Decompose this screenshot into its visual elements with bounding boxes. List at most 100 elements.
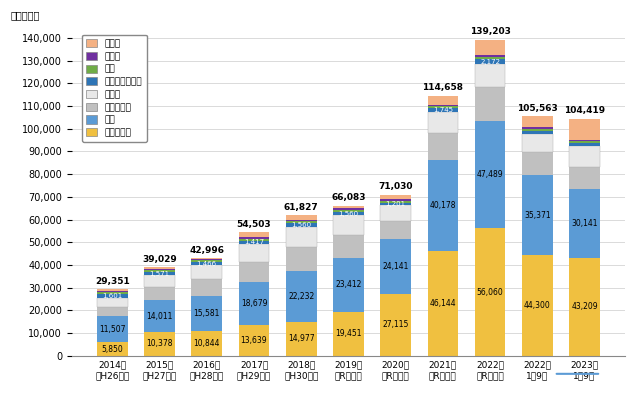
Bar <box>428 251 458 356</box>
Bar <box>286 220 317 221</box>
Text: 1,571: 1,571 <box>150 270 170 276</box>
Bar <box>97 316 128 343</box>
Bar <box>475 87 506 121</box>
Bar <box>239 262 269 283</box>
Bar <box>191 296 222 331</box>
Bar <box>428 96 458 105</box>
Bar <box>144 275 175 287</box>
Text: 1,560: 1,560 <box>291 222 311 228</box>
Bar <box>333 208 364 210</box>
Text: 1,417: 1,417 <box>244 239 264 245</box>
Bar <box>522 127 552 129</box>
Bar <box>191 259 222 260</box>
Bar <box>239 237 269 239</box>
Bar <box>286 271 317 322</box>
Y-axis label: （百万円）: （百万円） <box>10 10 40 20</box>
Bar <box>569 140 600 141</box>
Bar <box>239 239 269 241</box>
Text: 40,178: 40,178 <box>429 201 456 210</box>
Legend: その他, ワイン, 焼酎, ジン・ウォッカ, ビール, リキュール, 清酒, ウイスキー: その他, ワイン, 焼酎, ジン・ウォッカ, ビール, リキュール, 清酒, ウ… <box>82 35 147 142</box>
Bar <box>569 119 600 140</box>
Bar <box>475 57 506 59</box>
Text: 14,011: 14,011 <box>147 312 173 321</box>
Text: 14,977: 14,977 <box>288 334 314 343</box>
Text: 56,060: 56,060 <box>477 288 504 297</box>
Bar <box>97 294 128 298</box>
Bar <box>475 121 506 229</box>
Text: 104,419: 104,419 <box>564 106 605 115</box>
Bar <box>144 269 175 270</box>
Bar <box>97 298 128 307</box>
Text: 1,201: 1,201 <box>385 201 406 207</box>
Text: 105,563: 105,563 <box>517 104 557 113</box>
Bar <box>286 322 317 356</box>
Bar <box>144 272 175 275</box>
Bar <box>380 206 411 221</box>
Bar <box>239 244 269 262</box>
Bar <box>475 40 506 55</box>
Bar <box>333 235 364 258</box>
Bar <box>380 201 411 203</box>
Text: 1,745: 1,745 <box>433 107 453 113</box>
Bar <box>569 189 600 258</box>
Bar <box>475 55 506 57</box>
Text: 10,844: 10,844 <box>193 339 220 348</box>
Bar <box>144 270 175 272</box>
Text: 22,232: 22,232 <box>288 292 314 301</box>
Bar <box>522 116 552 127</box>
Bar <box>239 283 269 325</box>
Text: 54,503: 54,503 <box>237 220 271 229</box>
Bar <box>428 108 458 112</box>
Bar <box>380 199 411 201</box>
Bar <box>569 258 600 356</box>
Text: 2,172: 2,172 <box>480 58 500 64</box>
Bar <box>475 229 506 356</box>
Text: 10,378: 10,378 <box>147 339 173 349</box>
Bar <box>333 312 364 356</box>
Text: 71,030: 71,030 <box>378 182 413 191</box>
Text: 13,639: 13,639 <box>241 336 268 345</box>
Bar <box>522 129 552 131</box>
Bar <box>191 258 222 259</box>
Bar <box>428 160 458 251</box>
Bar <box>144 267 175 269</box>
Text: 23,412: 23,412 <box>335 280 362 289</box>
Bar <box>522 134 552 152</box>
Bar <box>239 232 269 237</box>
Bar <box>333 212 364 215</box>
Text: 18,679: 18,679 <box>241 299 268 308</box>
Text: 24,141: 24,141 <box>383 262 409 271</box>
Text: 30,141: 30,141 <box>572 219 598 228</box>
Bar <box>380 203 411 206</box>
Text: 61,827: 61,827 <box>284 203 319 212</box>
Text: 47,489: 47,489 <box>477 170 504 179</box>
Bar <box>569 146 600 166</box>
Bar <box>191 279 222 296</box>
Bar <box>239 325 269 356</box>
Bar <box>428 112 458 133</box>
Text: 43,209: 43,209 <box>571 302 598 311</box>
Text: 66,083: 66,083 <box>331 193 365 202</box>
Text: 15,581: 15,581 <box>193 309 220 318</box>
Bar <box>144 332 175 356</box>
Bar <box>239 241 269 244</box>
Bar <box>97 307 128 316</box>
Bar <box>333 210 364 212</box>
Bar <box>428 106 458 108</box>
Text: 19,451: 19,451 <box>335 329 362 338</box>
Bar <box>522 255 552 356</box>
Bar <box>380 195 411 199</box>
Text: 44,300: 44,300 <box>524 301 550 310</box>
Bar <box>475 59 506 64</box>
Bar <box>475 64 506 87</box>
Bar <box>191 262 222 265</box>
Text: 42,996: 42,996 <box>189 246 224 255</box>
Bar <box>333 215 364 235</box>
Bar <box>380 294 411 356</box>
Text: 27,115: 27,115 <box>383 320 409 329</box>
Text: 39,029: 39,029 <box>142 255 177 264</box>
Text: 5,850: 5,850 <box>102 345 124 353</box>
Bar <box>286 227 317 247</box>
Bar <box>522 131 552 134</box>
Bar <box>286 221 317 224</box>
